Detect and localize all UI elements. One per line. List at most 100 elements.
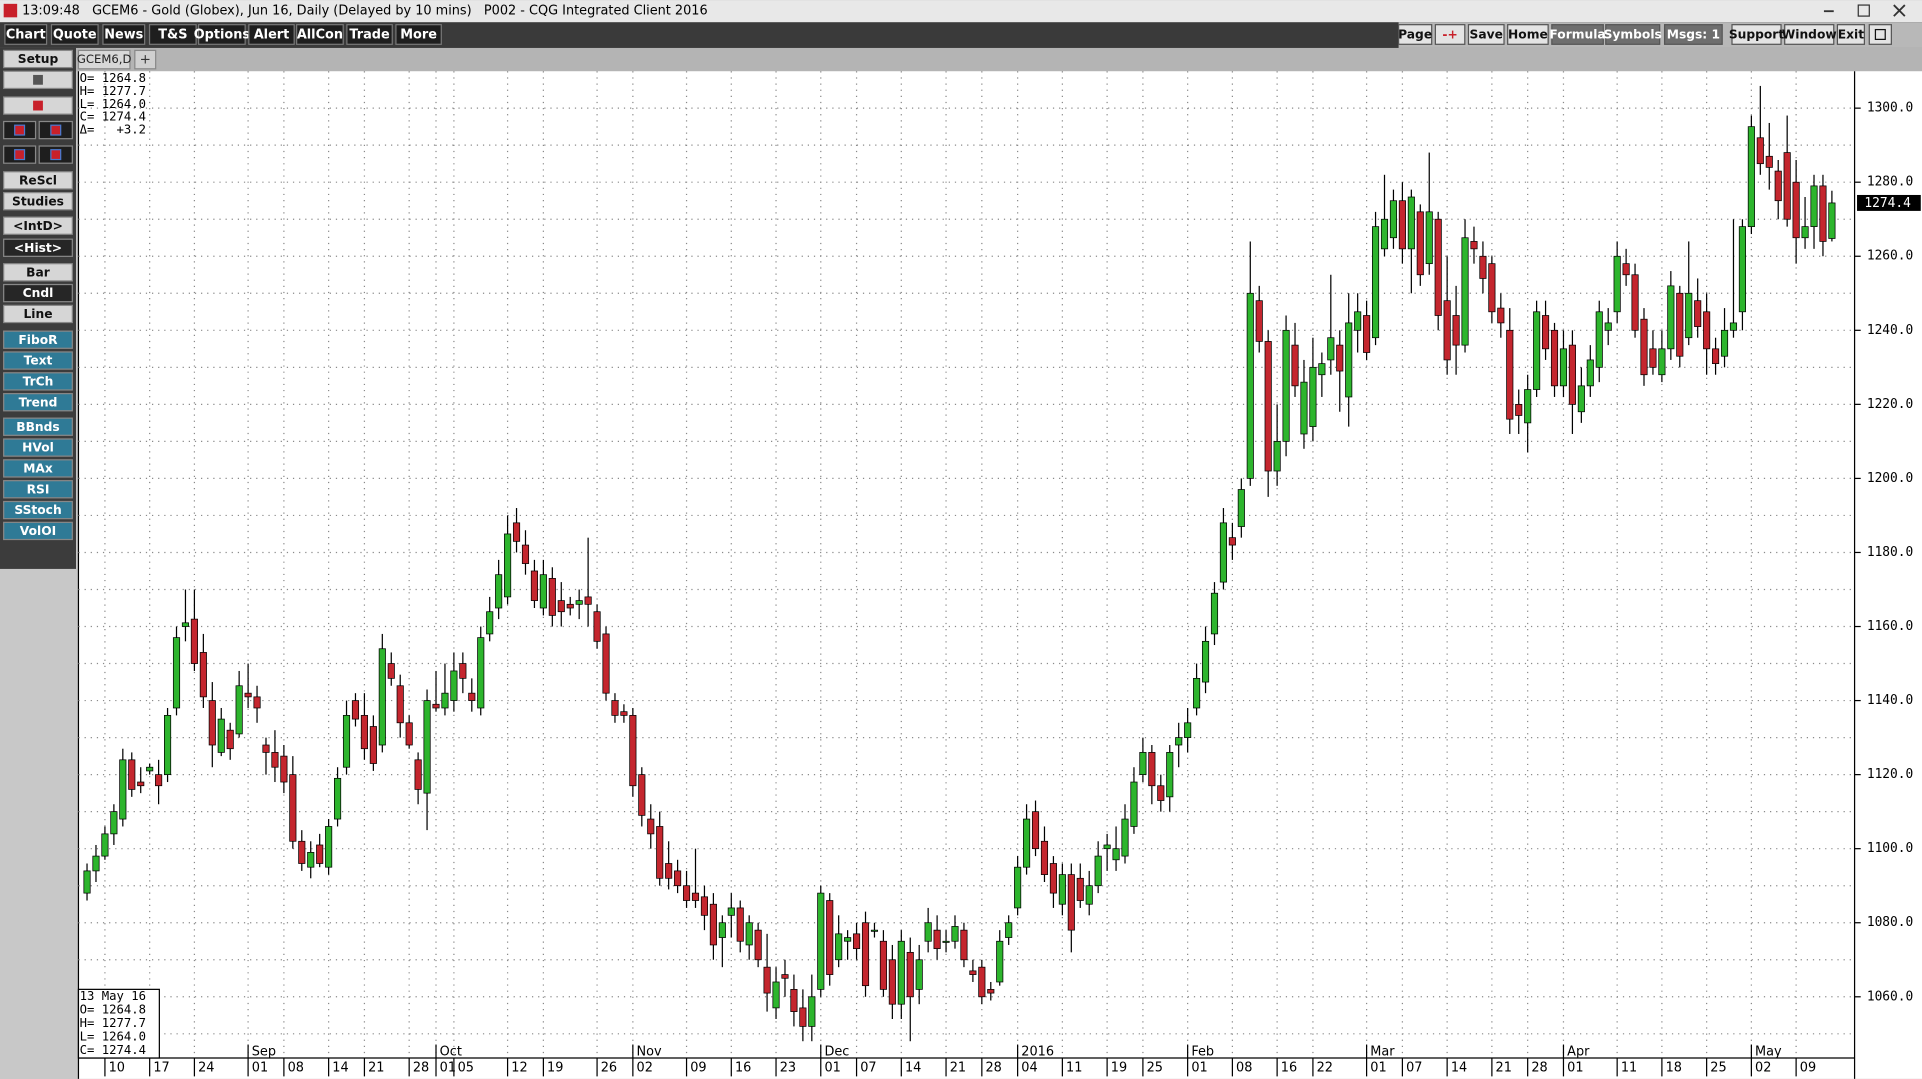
x-tick-label: 01: [1567, 1060, 1583, 1075]
sidebar-button[interactable]: HVol: [3, 438, 73, 457]
candle-body: [342, 715, 351, 768]
tab[interactable]: [77, 49, 131, 70]
candle-body: [790, 989, 798, 1012]
candle-body: [1685, 292, 1693, 339]
candle-body: [1121, 818, 1129, 857]
x-tick-label: 08: [1236, 1060, 1252, 1075]
button-face: [3, 49, 73, 69]
sidebar-button[interactable]: <IntD>: [3, 216, 73, 235]
toolbar-button[interactable]: Msgs: 1: [1663, 24, 1723, 45]
sidebar-button[interactable]: TrCh: [3, 372, 73, 391]
sidebar-icon-button[interactable]: [38, 120, 73, 140]
window-controls[interactable]: [1823, 4, 1906, 17]
candle-body: [289, 774, 297, 842]
toolbar-button[interactable]: Save: [1467, 24, 1505, 45]
candle-body: [566, 603, 574, 609]
button-label: T&S: [158, 28, 187, 43]
month-tick-label: Oct: [440, 1044, 462, 1059]
toolbar-button[interactable]: News: [102, 24, 146, 45]
sidebar-button[interactable]: Bar: [3, 263, 73, 282]
sidebar-button[interactable]: FiboR: [3, 330, 73, 349]
toolbar-button[interactable]: Trade: [346, 24, 393, 45]
button-face: [3, 283, 73, 303]
toolbar-button[interactable]: Support: [1729, 24, 1785, 45]
sidebar-icon-button[interactable]: [3, 96, 73, 115]
button-face: [3, 330, 73, 349]
candle-body: [1300, 381, 1308, 435]
sidebar-button[interactable]: Text: [3, 351, 73, 370]
button-label: News: [104, 28, 143, 43]
toolbar-button[interactable]: Home: [1507, 24, 1549, 45]
x-tick-label: 21: [1496, 1060, 1512, 1075]
button-face: [3, 372, 73, 391]
button-label: Cndl: [23, 286, 54, 300]
button-face: [1551, 24, 1604, 45]
toolbar-button[interactable]: T&S: [148, 24, 197, 45]
sidebar-icon-button[interactable]: [3, 145, 37, 164]
month-tick-label: Apr: [1567, 1044, 1590, 1059]
x-tick-label: 01: [252, 1060, 268, 1075]
candle-body: [978, 966, 986, 998]
button-face: [1397, 24, 1433, 45]
button-label: BBnds: [16, 420, 59, 434]
sidebar-icon-button[interactable]: [3, 120, 37, 140]
toolbar-button[interactable]: Window: [1782, 24, 1837, 45]
button-face: [3, 351, 73, 370]
month-tick-label: Mar: [1370, 1044, 1395, 1059]
sidebar-icon-button[interactable]: [3, 70, 73, 90]
button-label: Line: [23, 307, 52, 321]
sidebar-button[interactable]: SStoch: [3, 500, 73, 520]
button-icon: [1874, 28, 1886, 41]
sidebar-button[interactable]: Studies: [3, 191, 73, 211]
candle-body: [906, 951, 914, 998]
toolbar-button[interactable]: More: [395, 24, 442, 45]
candle-body: [1524, 389, 1532, 424]
toolbar-button[interactable]: Alert: [248, 24, 295, 45]
toolbar-button[interactable]: Exit: [1836, 24, 1866, 45]
sidebar-button[interactable]: ReScl: [3, 171, 73, 190]
tab-add-label: +: [140, 52, 151, 68]
x-tick-label: 24: [198, 1060, 214, 1075]
tab-add[interactable]: [134, 49, 157, 70]
x-tick-label: 10: [109, 1060, 125, 1075]
restore-button[interactable]: [1868, 24, 1892, 45]
candle-body: [1604, 322, 1612, 331]
button-label: Exit: [1838, 28, 1864, 42]
button-face: [197, 24, 246, 45]
sidebar-icon-button[interactable]: [38, 145, 73, 164]
button-label: -+: [1442, 28, 1457, 42]
button-label: Studies: [12, 194, 64, 208]
button-label: Quote: [53, 28, 97, 43]
toolbar-button[interactable]: Symbols: [1604, 24, 1662, 45]
sidebar-button[interactable]: Cndl: [3, 283, 73, 303]
toolbar-button[interactable]: Formula: [1549, 24, 1606, 45]
sidebar-button[interactable]: Line: [3, 304, 73, 324]
button-label: FiboR: [18, 333, 58, 347]
cursor-box-line: C= 1274.4: [80, 1043, 146, 1057]
candle-body: [1470, 241, 1478, 250]
sidebar-button[interactable]: BBnds: [3, 417, 73, 436]
y-tick-label: 1300.0: [1867, 101, 1913, 116]
sidebar-button[interactable]: VolOI: [3, 521, 73, 541]
candle-body: [495, 574, 503, 609]
candle-body: [718, 922, 726, 938]
toolbar-button[interactable]: Page: [1397, 24, 1433, 45]
toolbar-button[interactable]: -+: [1434, 24, 1466, 45]
sidebar-button[interactable]: Setup: [3, 49, 73, 69]
candle-body: [1515, 403, 1523, 416]
toolbar-button[interactable]: Options: [194, 24, 251, 45]
candle-body: [933, 929, 941, 950]
toolbar-button[interactable]: Quote: [50, 24, 99, 45]
x-tick-label: 09: [690, 1060, 706, 1075]
sidebar-button[interactable]: Trend: [3, 393, 73, 412]
candle-body: [727, 907, 735, 916]
sidebar-button[interactable]: MAx: [3, 459, 73, 478]
candle-body: [217, 718, 225, 753]
toolbar-button[interactable]: AllCon: [296, 24, 344, 45]
toolbar-button[interactable]: Chart: [4, 24, 48, 45]
candle-body: [1085, 885, 1093, 905]
sidebar-button[interactable]: RSI: [3, 480, 73, 499]
sidebar-button[interactable]: <Hist>: [3, 238, 73, 257]
candle-body: [432, 703, 440, 709]
candle-body: [817, 892, 825, 990]
